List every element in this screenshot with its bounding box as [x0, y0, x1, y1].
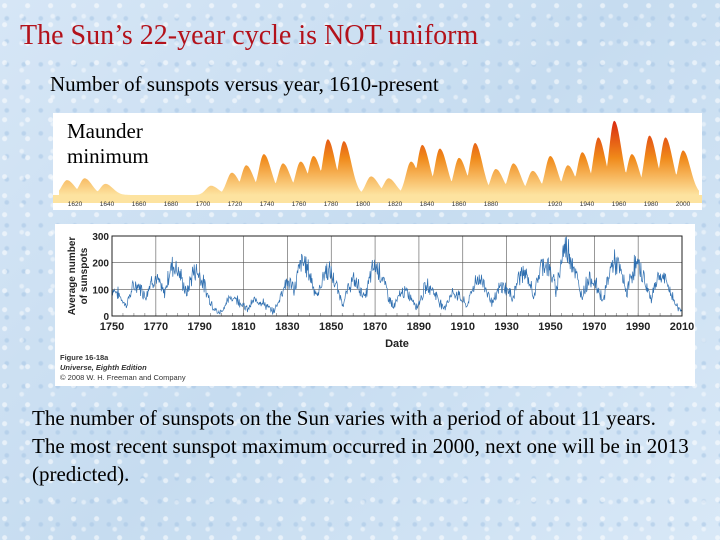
y-axis-label: Average numberof sunspots	[67, 237, 90, 316]
top-x-tick-label: 1680	[164, 201, 179, 208]
top-x-tick-label: 1640	[100, 201, 115, 208]
top-x-tick-label: 1940	[580, 201, 595, 208]
x-tick-label: 1850	[319, 321, 343, 333]
top-x-tick-label: 2000	[676, 201, 691, 208]
caption-book: Universe, Eighth Edition	[60, 363, 147, 372]
top-x-tick-label: 1760	[292, 201, 307, 208]
top-x-tick-label: 1700	[196, 201, 211, 208]
top-x-tick-label: 1880	[484, 201, 499, 208]
x-tick-label: 1810	[231, 321, 255, 333]
maunder-line-1: Maunder	[67, 119, 143, 143]
maunder-minimum-annotation: Maunder minimum	[67, 119, 149, 169]
x-tick-label: 1830	[275, 321, 299, 333]
top-x-tick-label: 1820	[388, 201, 403, 208]
top-x-tick-label: 1660	[132, 201, 147, 208]
x-tick-label: 1770	[144, 321, 168, 333]
y-tick-label: 200	[92, 259, 109, 270]
area-baseline-band	[53, 195, 702, 203]
top-x-tick-label: 1860	[452, 201, 467, 208]
x-tick-label: 1750	[100, 321, 124, 333]
sunspot-line-chart: 0 100 200 300 1750 1770 1790 1810 1830 1850 1870 18…	[55, 224, 695, 386]
top-x-tick-label: 1780	[324, 201, 339, 208]
y-tick-label: 0	[103, 312, 109, 323]
x-axis-label: Date	[385, 338, 409, 350]
top-x-tick-label: 1920	[548, 201, 563, 208]
x-tick-label: 1990	[626, 321, 650, 333]
y-axis-label-line-2: of sunspots	[79, 247, 90, 304]
caption-copyright: © 2008 W. H. Freeman and Company	[60, 373, 186, 382]
top-x-tick-label: 1720	[228, 201, 243, 208]
slide-title: The Sun’s 22-year cycle is NOT uniform	[20, 20, 479, 51]
x-tick-label: 1890	[407, 321, 431, 333]
body-paragraph: The number of sunspots on the Sun varies…	[32, 406, 689, 486]
x-tick-label: 1910	[451, 321, 475, 333]
top-x-tick-label: 1960	[612, 201, 627, 208]
x-tick-label: 1870	[363, 321, 387, 333]
sunspot-series-line	[111, 236, 683, 315]
x-tick-label: 2010	[670, 321, 694, 333]
historical-sunspot-svg: 1620 1640 1660 1680 1700 1720 1740 1760 1780 1800…	[53, 120, 702, 208]
y-tick-label: 100	[92, 285, 109, 296]
y-axis-label-line-1: Average number	[67, 237, 78, 316]
sunspot-line-svg: 0 100 200 300 1750 1770 1790 1810 1830 1850 1870 18…	[67, 232, 694, 350]
x-tick-label: 1950	[538, 321, 562, 333]
x-tick-label: 1790	[187, 321, 211, 333]
y-tick-label: 300	[92, 232, 109, 243]
x-tick-label: 1930	[494, 321, 518, 333]
top-x-tick-label: 1620	[68, 201, 83, 208]
top-x-tick-label: 1840	[420, 201, 435, 208]
x-tick-label: 1970	[582, 321, 606, 333]
top-x-tick-label: 1980	[644, 201, 659, 208]
slide-subtitle: Number of sunspots versus year, 1610-pre…	[50, 72, 439, 96]
caption-title: Figure 16-18a	[60, 353, 109, 362]
top-x-tick-label: 1800	[356, 201, 371, 208]
sunspot-area	[59, 120, 699, 195]
top-x-tick-label: 1740	[260, 201, 275, 208]
figure-caption: Figure 16-18a Universe, Eighth Edition ©…	[60, 353, 186, 383]
maunder-line-2: minimum	[67, 144, 149, 168]
historical-sunspot-chart: 1620 1640 1660 1680 1700 1720 1740 1760 1780 1800…	[53, 113, 702, 210]
plot-frame	[111, 235, 683, 317]
